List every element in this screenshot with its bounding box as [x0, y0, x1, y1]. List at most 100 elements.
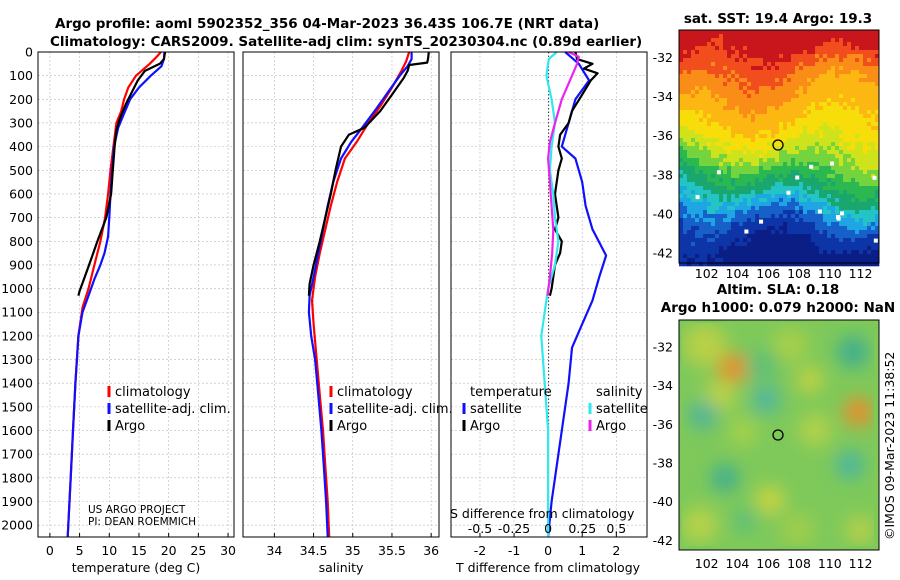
temperature-panel: 0100200300400500600700800900100011001200…: [1, 45, 236, 576]
y-tick-label: 800: [9, 234, 33, 249]
series-line-3: [546, 51, 580, 296]
lon-tick-label: 112: [849, 556, 873, 571]
temperature-legend: climatology satellite-adj. clim. Argo: [107, 385, 231, 434]
y-tick-label: 1200: [1, 328, 33, 343]
temperature-tick-labels: 0 5 10 15 20 25 30: [46, 543, 236, 558]
legend-label: Argo: [470, 419, 500, 434]
y-tick-label: 100: [9, 68, 33, 83]
x-tick-label: 0: [46, 543, 54, 558]
depth-tick-labels: 0 100 200 300 400 500 600 700 800 900 1000 1100 1200…: [1, 45, 33, 533]
s-tick-label: 0.5: [606, 521, 626, 536]
x-tick-label: 20: [161, 543, 177, 558]
salinity-legend: climatology satellite-adj. clim. Argo: [329, 385, 453, 434]
x-tick-label: 15: [131, 543, 147, 558]
series-line-2: [77, 51, 167, 296]
x-tick-label: -1: [508, 543, 520, 558]
sla-lon-labels: 102 104 106 108 110 112: [695, 556, 873, 571]
y-tick-label: 0: [25, 45, 33, 60]
salinity-tick-labels: 34 34.5 35 35.5 36: [266, 543, 439, 558]
sla-map-panel: Altim. SLA: 0.18 Argo h1000: 0.079 h2000…: [653, 282, 896, 571]
sst-map-panel: sat. SST: 19.4 Argo: 19.3 -32 -34 -36 -38 -4…: [653, 11, 880, 281]
sla-lat-labels: -32 -34 -36 -38 -40 -42: [653, 340, 673, 548]
lon-tick-label: 110: [818, 266, 842, 281]
credit-line2: PI: DEAN ROEMMICH: [88, 516, 196, 528]
sla-title-line1: Altim. SLA: 0.18: [717, 282, 839, 298]
y-tick-label: 1400: [1, 376, 33, 391]
y-tick-label: 1300: [1, 352, 33, 367]
difference-panel: -2 -1 0 1 2 -0.5 -0.25 0 0.25 0.5 S difference f…: [450, 51, 648, 575]
legend-label: Argo: [115, 419, 145, 434]
sst-lat-labels: -32 -34 -36 -38 -40 -42: [653, 50, 673, 261]
y-tick-label: 300: [9, 115, 33, 130]
lat-tick-label: -34: [653, 378, 673, 393]
figure-title-line1: Argo profile: aoml 5902352_356 04-Mar-20…: [55, 16, 599, 32]
lon-tick-label: 112: [849, 266, 873, 281]
x-tick-label: 2: [612, 543, 620, 558]
temperature-lines: [66, 51, 167, 538]
legend-label: climatology: [115, 385, 191, 400]
difference-lines: [540, 51, 608, 538]
imos-watermark: ©IMOS 09-Mar-2023 11:38:52: [882, 352, 897, 540]
s-tick-label: 0: [544, 521, 552, 536]
y-tick-label: 600: [9, 186, 33, 201]
legend-label: Argo: [596, 419, 626, 434]
lon-tick-label: 102: [695, 266, 719, 281]
credit-line1: US ARGO PROJECT: [88, 504, 186, 516]
lon-tick-label: 106: [756, 556, 780, 571]
legend-label: satellite: [470, 402, 522, 417]
t-diff-axis-label: T difference from climatology: [455, 560, 641, 575]
lat-tick-label: -32: [653, 340, 673, 355]
lon-tick-label: 102: [695, 556, 719, 571]
legend-label: satellite-adj. clim.: [337, 402, 453, 417]
lat-tick-label: -32: [653, 50, 673, 65]
y-tick-label: 1600: [1, 423, 33, 438]
x-tick-label: 30: [220, 543, 236, 558]
s-diff-tick-labels: -0.5 -0.25 0 0.25 0.5: [468, 521, 626, 536]
x-tick-label: 5: [76, 543, 84, 558]
s-diff-axis-label: S difference from climatology: [450, 506, 635, 521]
temperature-grid: [38, 51, 234, 537]
s-tick-label: 0.25: [568, 521, 596, 536]
x-tick-label: 36: [423, 543, 439, 558]
lat-tick-label: -38: [653, 167, 673, 182]
lat-tick-label: -36: [653, 128, 673, 143]
y-tick-label: 400: [9, 139, 33, 154]
x-tick-label: 0: [544, 543, 552, 558]
x-tick-label: 35: [345, 543, 361, 558]
lon-tick-label: 108: [787, 266, 811, 281]
y-tick-label: 1800: [1, 470, 33, 485]
lon-tick-label: 106: [756, 266, 780, 281]
lat-tick-label: -40: [653, 207, 673, 222]
x-tick-label: 25: [190, 543, 206, 558]
figure-title-line2: Climatology: CARS2009. Satellite-adj cli…: [50, 34, 642, 50]
lat-tick-label: -36: [653, 417, 673, 432]
y-tick-label: 1500: [1, 399, 33, 414]
y-tick-label: 200: [9, 92, 33, 107]
y-tick-label: 1000: [1, 281, 33, 296]
legend-title-salinity: salinity: [596, 385, 643, 400]
salinity-axis-label: salinity: [319, 560, 364, 575]
legend-label: climatology: [337, 385, 413, 400]
legend-title-temperature: temperature: [470, 385, 552, 400]
argo-location-marker-sst: [772, 139, 784, 151]
legend-label: Argo: [337, 419, 367, 434]
s-tick-label: -0.5: [468, 521, 492, 536]
y-tick-label: 700: [9, 210, 33, 225]
lat-tick-label: -42: [653, 533, 673, 548]
x-tick-label: 10: [101, 543, 117, 558]
legend-label: satellite-adj. clim.: [115, 402, 231, 417]
y-tick-label: 2000: [1, 518, 33, 533]
difference-legend: temperature salinity satellite Argo satell…: [462, 385, 648, 434]
y-tick-label: 1700: [1, 447, 33, 462]
x-tick-label: 1: [578, 543, 586, 558]
lat-tick-label: -38: [653, 456, 673, 471]
lon-tick-label: 104: [726, 556, 750, 571]
series-line-2: [540, 51, 560, 537]
lon-tick-label: 108: [787, 556, 811, 571]
s-tick-label: -0.25: [498, 521, 530, 536]
lon-tick-label: 104: [726, 266, 750, 281]
sla-title-line2: Argo h1000: 0.079 h2000: NaN: [661, 300, 895, 316]
salinity-panel: 34 34.5 35 35.5 36 salinity climatology satel…: [242, 51, 453, 575]
salinity-lines: [307, 51, 430, 538]
